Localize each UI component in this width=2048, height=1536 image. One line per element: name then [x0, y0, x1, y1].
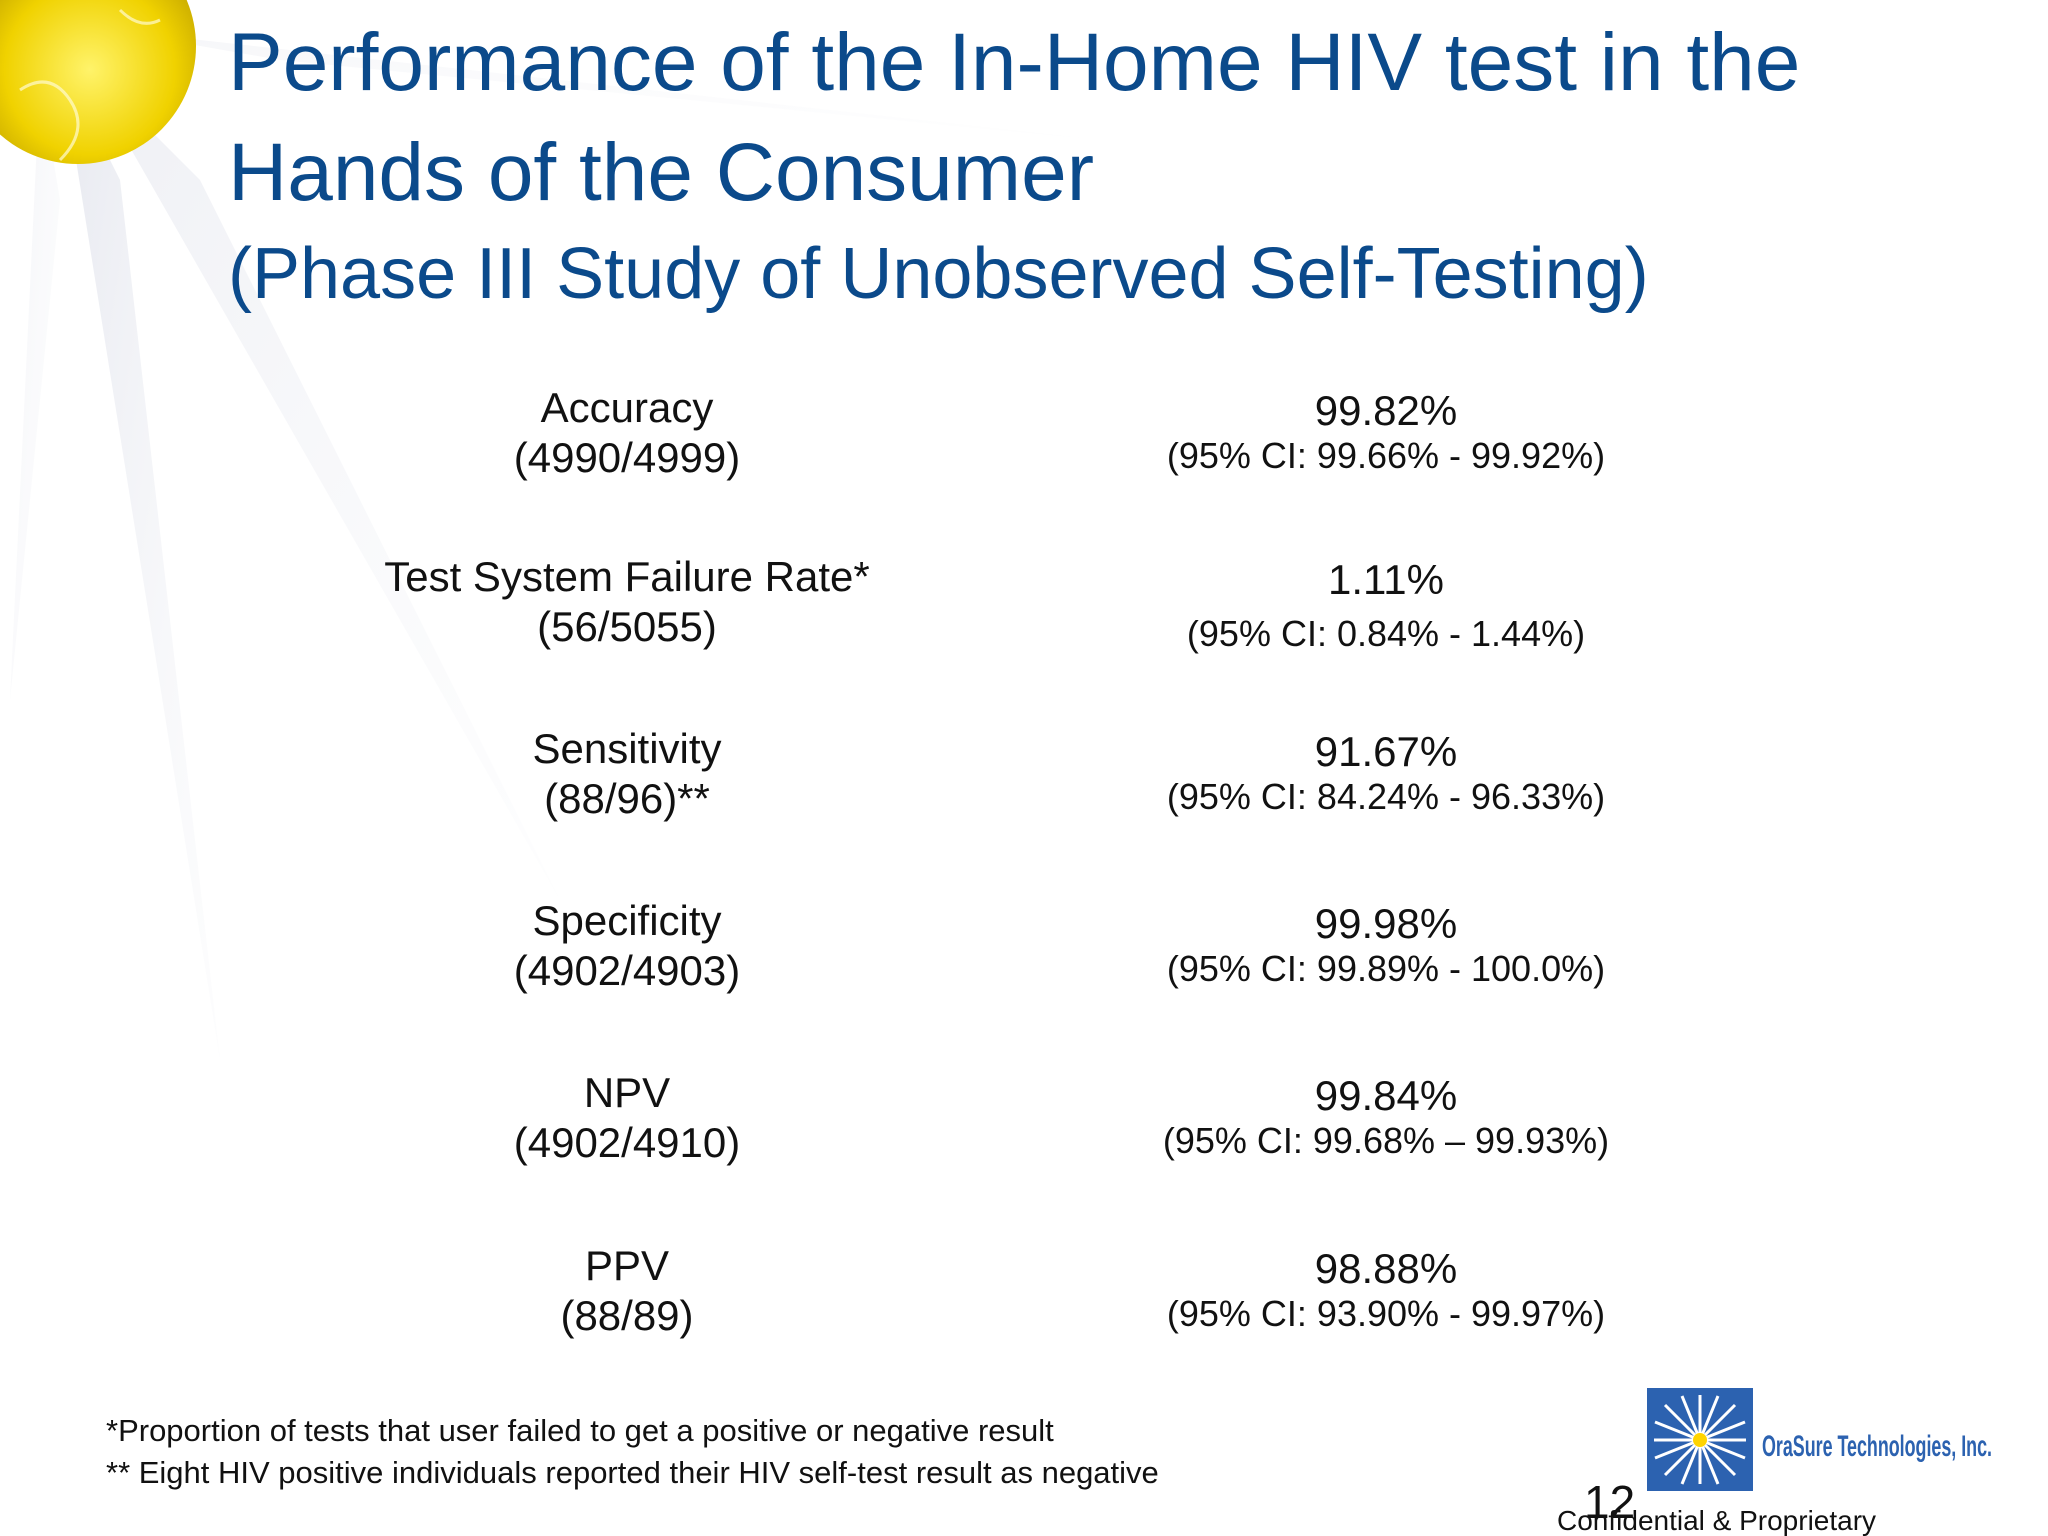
metric-value: 99.82% — [1315, 387, 1457, 434]
globe — [0, 0, 196, 164]
metric-fraction: (88/96)** — [544, 775, 710, 822]
page-number: 12 — [1584, 1476, 1635, 1528]
metric-ci: (95% CI: 93.90% - 99.97%) — [1167, 1293, 1605, 1334]
footnote: *Proportion of tests that user failed to… — [106, 1413, 1054, 1448]
metric-value: 99.84% — [1315, 1072, 1457, 1119]
logo: OraSure Technologies, Inc. — [1647, 1388, 1992, 1491]
metrics: Accuracy(4990/4999) 99.82%(95% CI: 99.66%… — [384, 384, 1609, 1339]
metric-value: 1.11% — [1328, 556, 1444, 603]
metric-label: PPV — [585, 1242, 669, 1289]
metric-fraction: (56/5055) — [537, 603, 717, 650]
metric-ci: (95% CI: 0.84% - 1.44%) — [1187, 613, 1585, 654]
metric-fraction: (4902/4910) — [514, 1119, 741, 1166]
metric-value: 98.88% — [1315, 1245, 1457, 1292]
metric-fraction: (88/89) — [560, 1292, 693, 1339]
metric-fraction: (4990/4999) — [514, 434, 741, 481]
logo-text: OraSure Technologies, Inc. — [1762, 1430, 1992, 1463]
metric-label: Accuracy — [541, 384, 714, 431]
confidential: Confidential & Proprietary — [1557, 1505, 1876, 1536]
footnote: ** Eight HIV positive individuals report… — [106, 1455, 1159, 1490]
title-line: Hands of the Consumer — [228, 127, 1094, 218]
subtitle: (Phase III Study of Unobserved Self-Test… — [228, 234, 1649, 314]
metric-label: Test System Failure Rate* — [384, 553, 870, 600]
sun-rays — [10, 30, 1100, 1060]
metric-ci: (95% CI: 99.66% - 99.92%) — [1167, 435, 1605, 476]
metric-label: NPV — [584, 1069, 670, 1116]
metric-ci: (95% CI: 84.24% - 96.33%) — [1167, 776, 1605, 817]
title-line: Performance of the In-Home HIV test in t… — [228, 17, 1800, 108]
metric-label: Specificity — [532, 897, 721, 944]
metric-value: 91.67% — [1315, 728, 1457, 775]
metric-label: Sensitivity — [532, 725, 721, 772]
metric-fraction: (4902/4903) — [514, 947, 741, 994]
metric-ci: (95% CI: 99.68% – 99.93%) — [1163, 1120, 1609, 1161]
metric-value: 99.98% — [1315, 900, 1457, 947]
metric-ci: (95% CI: 99.89% - 100.0%) — [1167, 948, 1605, 989]
